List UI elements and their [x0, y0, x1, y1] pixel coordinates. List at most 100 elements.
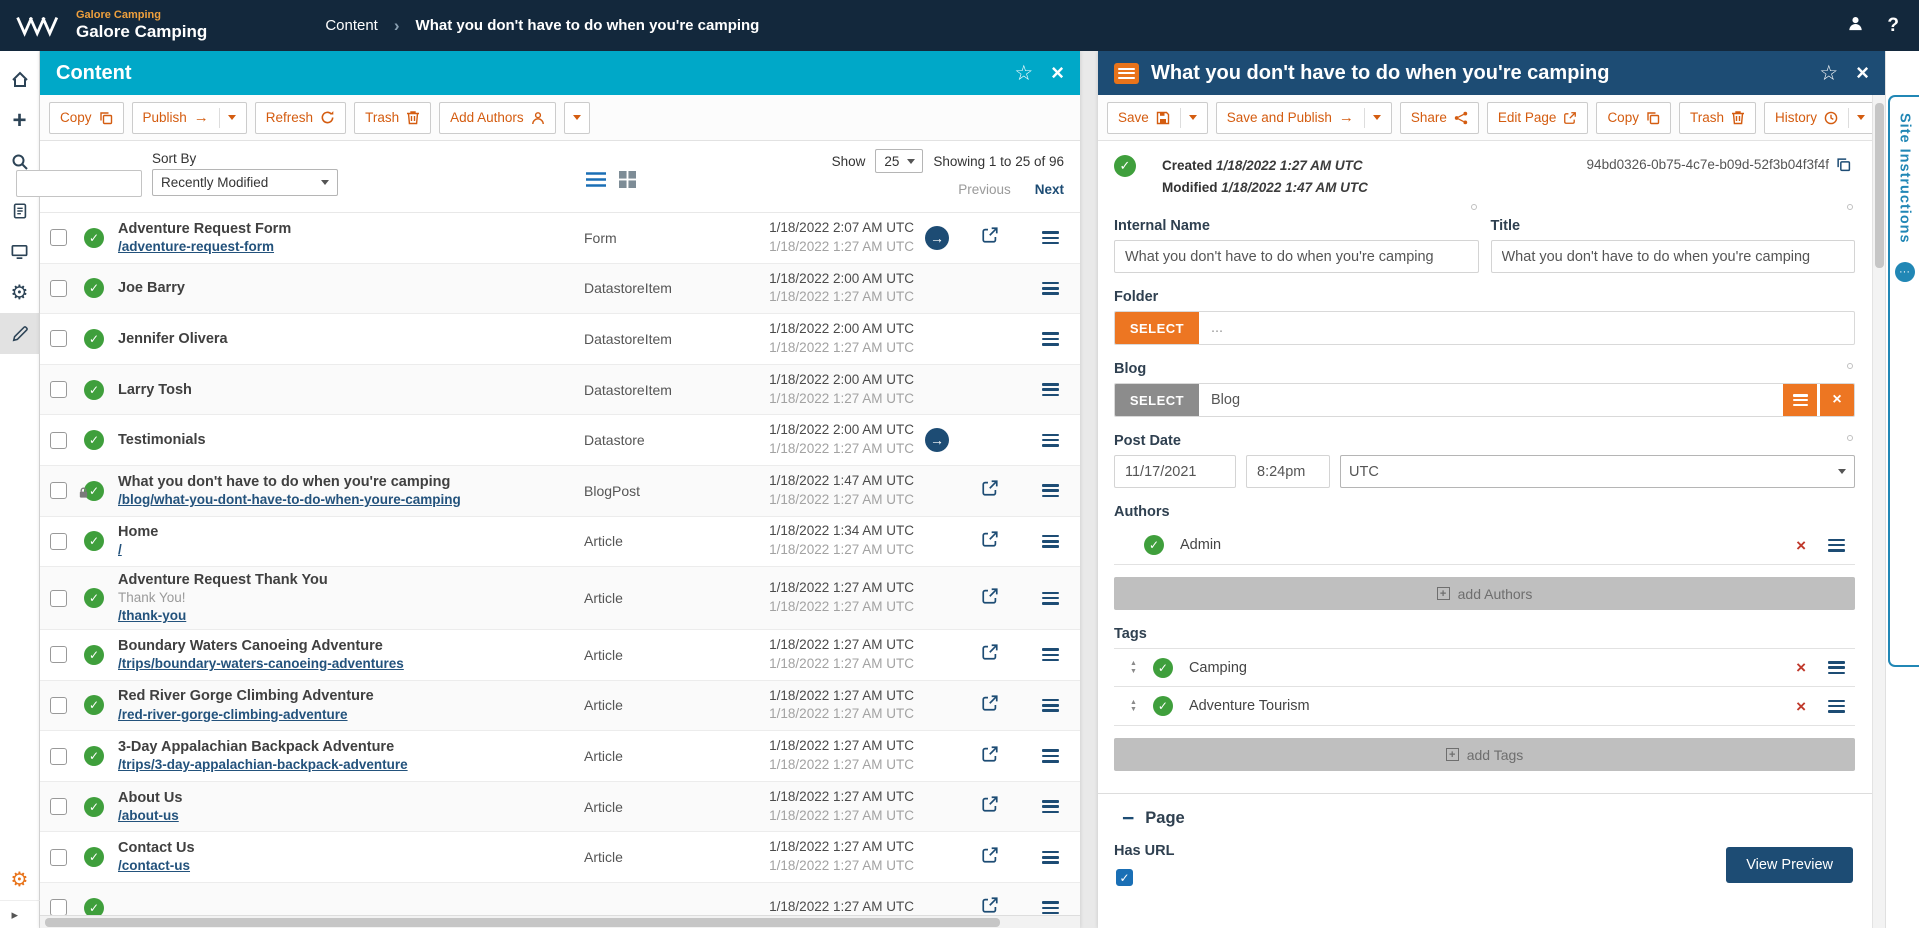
content-search-input[interactable] — [16, 170, 142, 197]
table-row[interactable]: ✓ About Us/about-us Article 1/18/2022 1:27 … — [40, 781, 1080, 833]
row-menu-icon[interactable] — [1041, 532, 1059, 551]
row-checkbox[interactable] — [49, 229, 67, 247]
workflow-arrow-icon[interactable]: → — [925, 225, 949, 250]
open-page-icon[interactable] — [981, 846, 999, 869]
row-slug-link[interactable]: /contact-us — [118, 858, 191, 874]
open-page-icon[interactable] — [981, 643, 999, 666]
row-menu-icon[interactable] — [1041, 589, 1059, 608]
row-menu-icon[interactable] — [1828, 697, 1845, 716]
open-page-icon[interactable] — [981, 530, 999, 553]
add-tags-button[interactable]: + add Tags — [1114, 738, 1855, 772]
table-row[interactable]: ✓ Testimonials Datastore 1/18/2022 2:00 AM … — [40, 415, 1080, 466]
refresh-button[interactable]: Refresh — [254, 101, 347, 134]
row-menu-icon[interactable] — [1828, 536, 1845, 555]
table-row[interactable]: ✓ What you don't have to do when you're c… — [40, 465, 1080, 517]
row-slug-link[interactable]: /trips/3-day-appalachian-backpack-advent… — [118, 757, 408, 773]
nav-settings-icon[interactable]: ⚙ — [10, 282, 29, 304]
vertical-scrollbar[interactable] — [1872, 95, 1885, 928]
row-checkbox[interactable] — [49, 431, 67, 449]
row-slug-link[interactable]: /red-river-gorge-climbing-adventure — [118, 706, 348, 722]
blog-remove-button[interactable]: × — [1820, 384, 1854, 417]
drag-reorder-icon[interactable]: ▲ ▼ — [1130, 660, 1137, 675]
expand-rail-icon[interactable]: ▸ — [0, 900, 40, 928]
collapse-section-icon[interactable]: − — [1122, 807, 1135, 831]
row-slug-link[interactable]: /blog/what-you-dont-have-to-do-when-your… — [118, 491, 461, 507]
nav-search-icon[interactable] — [0, 141, 40, 182]
nav-content-icon[interactable] — [0, 190, 40, 231]
row-checkbox[interactable] — [49, 747, 67, 765]
close-panel-icon[interactable]: × — [1051, 60, 1064, 85]
post-date-time-input[interactable] — [1246, 455, 1330, 489]
copy-button[interactable]: Copy — [1596, 101, 1671, 134]
publish-button[interactable]: Publish → — [131, 101, 247, 134]
open-page-icon[interactable] — [981, 479, 999, 502]
row-checkbox[interactable] — [49, 532, 67, 550]
previous-page-link[interactable]: Previous — [958, 182, 1011, 197]
row-menu-icon[interactable] — [1041, 279, 1059, 298]
row-menu-icon[interactable] — [1041, 797, 1059, 816]
site-instructions-tab[interactable]: Site Instructions ··· — [1888, 95, 1919, 667]
nav-site-browser-icon[interactable] — [0, 231, 40, 272]
nav-home-icon[interactable] — [0, 59, 40, 100]
row-menu-icon[interactable] — [1041, 330, 1059, 349]
close-panel-icon[interactable]: × — [1856, 60, 1869, 85]
favorite-star-icon[interactable]: ☆ — [1819, 61, 1839, 85]
internal-name-input[interactable] — [1114, 240, 1479, 274]
row-checkbox[interactable] — [49, 646, 67, 664]
row-menu-icon[interactable] — [1041, 482, 1059, 501]
table-row[interactable]: ✓ 1/18/2022 1:27 AM UTC — [40, 883, 1080, 915]
remove-icon[interactable]: × — [1796, 658, 1806, 678]
edit-page-button[interactable]: Edit Page — [1486, 101, 1589, 134]
sort-by-select[interactable]: Recently Modified — [152, 169, 338, 196]
save-button[interactable]: Save — [1107, 101, 1208, 134]
remove-icon[interactable]: × — [1796, 535, 1806, 555]
row-slug-link[interactable]: /about-us — [118, 807, 179, 823]
row-menu-icon[interactable] — [1041, 696, 1059, 715]
row-checkbox[interactable] — [49, 381, 67, 399]
row-slug-link[interactable]: /adventure-request-form — [118, 238, 275, 254]
horizontal-scrollbar[interactable] — [40, 915, 1080, 928]
copy-button[interactable]: Copy — [49, 101, 124, 134]
row-menu-icon[interactable] — [1041, 380, 1059, 399]
table-row[interactable]: ✓ Adventure Request Form/adventure-reques… — [40, 213, 1080, 264]
nav-add-icon[interactable]: + — [12, 106, 27, 134]
galore-camping-logo[interactable] — [14, 12, 66, 40]
table-row[interactable]: ✓ Jennifer Olivera DatastoreItem 1/18/2022 … — [40, 314, 1080, 365]
grid-view-icon[interactable] — [619, 171, 636, 191]
row-slug-link[interactable]: /thank-you — [118, 608, 187, 624]
has-url-checkbox[interactable]: ✓ — [1116, 869, 1133, 887]
row-menu-icon[interactable] — [1041, 899, 1059, 915]
history-button[interactable]: History — [1763, 101, 1876, 134]
help-icon[interactable]: ? — [1887, 14, 1899, 36]
open-page-icon[interactable] — [981, 745, 999, 768]
horizontal-scrollbar-thumb[interactable] — [45, 918, 1000, 927]
row-slug-link[interactable]: /trips/boundary-waters-canoeing-adventur… — [118, 655, 404, 671]
row-checkbox[interactable] — [49, 798, 67, 816]
table-row[interactable]: ✓ Contact Us/contact-us Article 1/18/2022 1… — [40, 832, 1080, 883]
row-checkbox[interactable] — [49, 696, 67, 714]
save-and-publish-button[interactable]: Save and Publish → — [1215, 101, 1392, 134]
open-page-icon[interactable] — [981, 694, 999, 717]
row-checkbox[interactable] — [49, 589, 67, 607]
vertical-scrollbar-thumb[interactable] — [1875, 103, 1884, 268]
row-menu-icon[interactable] — [1041, 747, 1059, 766]
row-checkbox[interactable] — [49, 482, 67, 500]
view-preview-button[interactable]: View Preview — [1726, 847, 1853, 884]
add-authors-button[interactable]: Add Authors — [439, 101, 556, 134]
show-select[interactable]: 25 — [875, 149, 924, 173]
open-page-icon[interactable] — [981, 226, 999, 249]
save-caret[interactable] — [1179, 107, 1197, 128]
open-page-icon[interactable] — [981, 795, 999, 818]
post-date-date-input[interactable] — [1114, 455, 1236, 489]
row-menu-icon[interactable] — [1041, 229, 1059, 248]
remove-icon[interactable]: × — [1796, 696, 1806, 716]
share-button[interactable]: Share — [1399, 101, 1479, 134]
workflow-arrow-icon[interactable]: → — [925, 428, 949, 453]
row-menu-icon[interactable] — [1041, 848, 1059, 867]
table-row[interactable]: ✓ Adventure Request Thank You Thank You! /t… — [40, 567, 1080, 631]
history-caret[interactable] — [1847, 107, 1865, 128]
add-authors-button[interactable]: + add Authors — [1114, 577, 1855, 611]
timezone-select[interactable]: UTC — [1340, 455, 1855, 489]
table-row[interactable]: ✓ Joe Barry DatastoreItem 1/18/2022 2:00 AM… — [40, 263, 1080, 315]
table-row[interactable]: ✓ Red River Gorge Climbing Adventure/red-… — [40, 680, 1080, 732]
